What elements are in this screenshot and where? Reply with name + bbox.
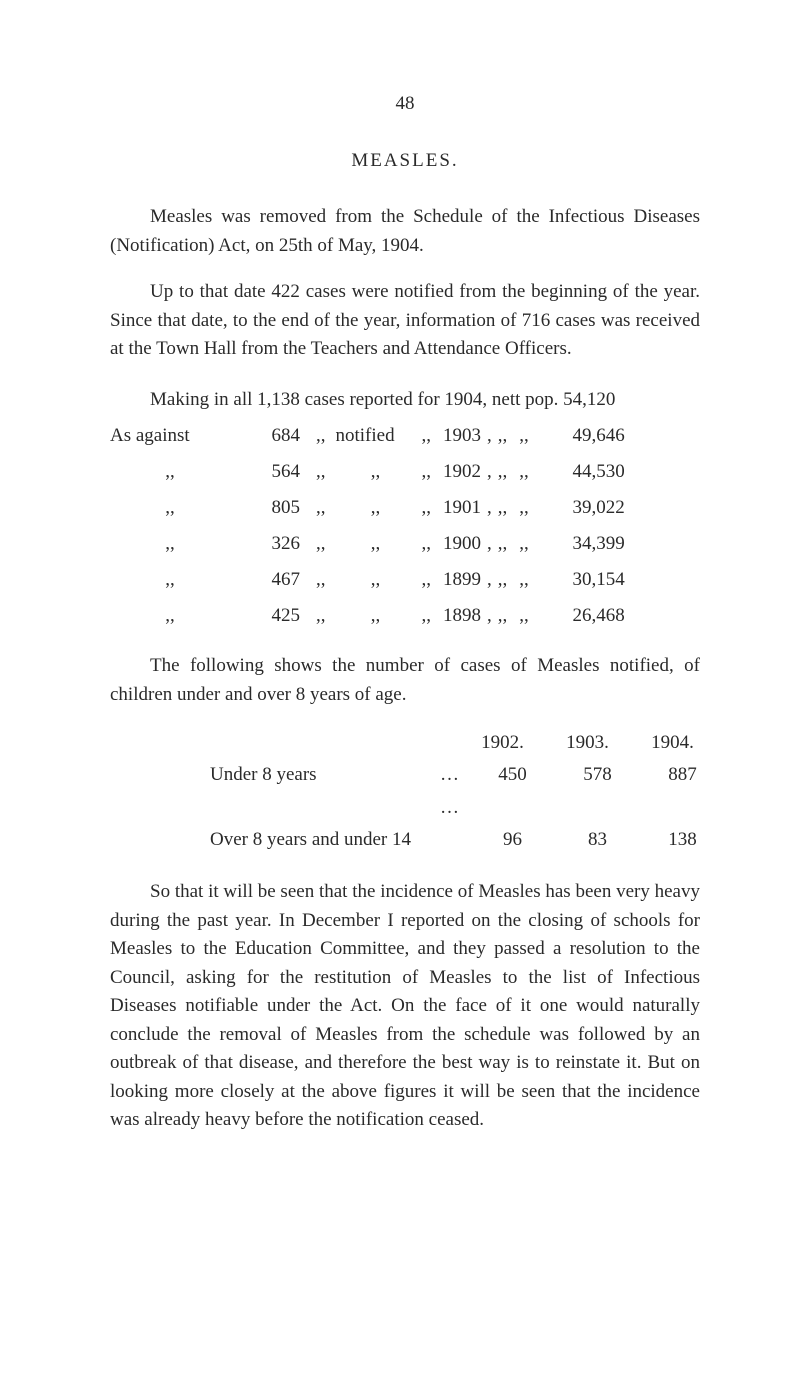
table-row-label: Over 8 years and under 14 [210, 824, 470, 856]
stats-ditto: ,, [336, 562, 416, 598]
under-over-table: 1902. 1903. 1904. Under 8 years … … 450 … [210, 727, 700, 856]
stats-year: 1899 [437, 562, 487, 598]
stats-block: Making in all 1,138 cases reported for 1… [110, 382, 700, 635]
stats-ditto: ,, [492, 526, 514, 562]
stats-ditto: ,, [336, 454, 416, 490]
page-number: 48 [110, 90, 700, 119]
table-cell: 138 [640, 824, 725, 856]
table-header-row: 1902. 1903. 1904. [210, 727, 700, 759]
stats-lead-line: Making in all 1,138 cases reported for 1… [110, 382, 700, 418]
paragraph-1: Measles was removed from the Schedule of… [110, 203, 700, 260]
stats-ditto: ,, [513, 562, 535, 598]
table-header: 1902. [460, 727, 545, 759]
table-cell: 96 [470, 824, 555, 856]
stats-ditto: ,, [336, 490, 416, 526]
stats-ditto: ,, [513, 526, 535, 562]
stats-ditto: ,, [416, 526, 438, 562]
stats-ditto: ,, [306, 526, 336, 562]
stats-pop: 39,022 [535, 490, 625, 526]
stats-ditto: ,, [416, 418, 438, 454]
table-row-label: Under 8 years [210, 759, 440, 824]
stats-num: 684 [230, 418, 306, 454]
stats-row: ,, 564 ,, ,, ,, 1902, ,, ,, 44,530 [110, 454, 700, 490]
stats-ditto: ,, [306, 598, 336, 634]
stats-ditto: ,, [513, 454, 535, 490]
paragraph-3: The following shows the number of cases … [110, 652, 700, 709]
table-row: Over 8 years and under 14 96 83 138 [210, 824, 700, 856]
stats-pop: 26,468 [535, 598, 625, 634]
stats-ditto: ,, [492, 490, 514, 526]
stats-ditto: ,, [492, 454, 514, 490]
stats-ditto: ,, [513, 490, 535, 526]
stats-lead: As against [110, 418, 230, 454]
doc-title: MEASLES. [110, 147, 700, 176]
stats-ditto: ,, [492, 562, 514, 598]
table-row: Under 8 years … … 450 578 887 [210, 759, 700, 824]
stats-row: ,, 467 ,, ,, ,, 1899, ,, ,, 30,154 [110, 562, 700, 598]
stats-num: 326 [230, 526, 306, 562]
stats-num: 467 [230, 562, 306, 598]
stats-num: 425 [230, 598, 306, 634]
stats-ditto: ,, [336, 526, 416, 562]
stats-year: 1898 [437, 598, 487, 634]
stats-year: 1903 [437, 418, 487, 454]
stats-ditto: ,, [110, 562, 230, 598]
stats-num: 564 [230, 454, 306, 490]
stats-row: ,, 326 ,, ,, ,, 1900, ,, ,, 34,399 [110, 526, 700, 562]
stats-ditto: ,, [513, 418, 535, 454]
stats-ditto: ,, [336, 598, 416, 634]
stats-pop: 30,154 [535, 562, 625, 598]
table-cell: 578 [555, 759, 640, 824]
stats-ditto: ,, [306, 454, 336, 490]
stats-ditto: ,, [416, 454, 438, 490]
stats-row: ,, 805 ,, ,, ,, 1901, ,, ,, 39,022 [110, 490, 700, 526]
stats-year: 1900 [437, 526, 487, 562]
stats-ditto: ,, [416, 562, 438, 598]
stats-pop: 49,646 [535, 418, 625, 454]
table-cell: 83 [555, 824, 640, 856]
stats-ditto: ,, [110, 526, 230, 562]
stats-num: 805 [230, 490, 306, 526]
table-header: 1903. [545, 727, 630, 759]
paragraph-4: So that it will be seen that the inciden… [110, 878, 700, 1135]
stats-ditto: ,, [416, 490, 438, 526]
stats-row: ,, 425 ,, ,, ,, 1898, ,, ,, 26,468 [110, 598, 700, 634]
stats-ditto: ,, [110, 454, 230, 490]
paragraph-2: Up to that date 422 cases were notified … [110, 278, 700, 364]
table-cell: 450 [470, 759, 555, 824]
stats-ditto: ,, [513, 598, 535, 634]
stats-ditto: ,, [110, 490, 230, 526]
stats-ditto: ,, [416, 598, 438, 634]
stats-row: As against 684 ,, notified ,, 1903, ,, ,… [110, 418, 700, 454]
table-row-dots: … … [440, 759, 470, 824]
stats-ditto: ,, [492, 418, 514, 454]
stats-ditto: ,, [492, 598, 514, 634]
stats-pop: 44,530 [535, 454, 625, 490]
stats-year: 1902 [437, 454, 487, 490]
stats-year: 1901 [437, 490, 487, 526]
stats-pop: 34,399 [535, 526, 625, 562]
table-header-spacer [210, 727, 460, 759]
stats-label: notified [336, 418, 416, 454]
stats-ditto: ,, [306, 418, 336, 454]
table-header: 1904. [630, 727, 715, 759]
table-cell: 887 [640, 759, 725, 824]
stats-ditto: ,, [306, 490, 336, 526]
stats-ditto: ,, [306, 562, 336, 598]
stats-ditto: ,, [110, 598, 230, 634]
page-body: 48 MEASLES. Measles was removed from the… [0, 0, 800, 1213]
